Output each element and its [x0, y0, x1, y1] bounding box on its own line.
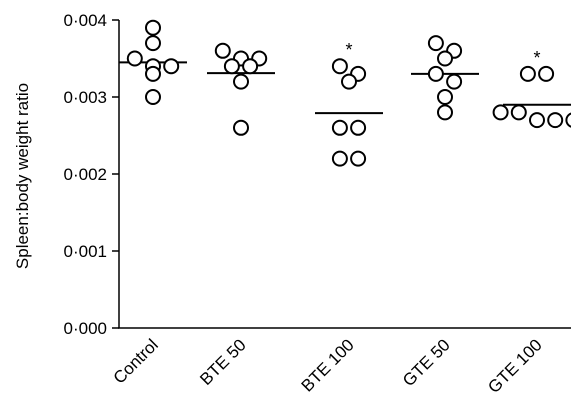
data-point: [331, 150, 348, 167]
data-group: *: [492, 48, 571, 129]
data-point: [519, 65, 536, 82]
x-axis: Control BTE 50 BTE 100 GTE 50 GTE 100: [110, 327, 571, 397]
data-point: [233, 119, 249, 136]
data-point: [350, 150, 367, 167]
data-point: [242, 58, 259, 75]
data-point: [331, 58, 348, 75]
data-point: [350, 119, 367, 136]
data-point: [331, 119, 348, 136]
data-point: [145, 65, 161, 82]
data-point: [446, 73, 463, 90]
y-tick-label: 0·004: [64, 11, 107, 30]
data-point: [427, 65, 444, 82]
data-point: [538, 65, 555, 82]
y-axis: 0·000 0·001 0·002 0·003 0·004: [64, 11, 120, 338]
data-point: [163, 58, 180, 75]
data-point: [510, 104, 527, 121]
significance-star: *: [345, 40, 352, 60]
data-group: *: [315, 40, 383, 167]
data-point: [565, 112, 571, 128]
data-point: [214, 42, 231, 59]
data-point: [427, 35, 444, 52]
x-tick-label: GTE 50: [399, 335, 454, 390]
x-tick-label: BTE 100: [298, 335, 358, 395]
data-point: [547, 112, 564, 129]
significance-star: *: [533, 48, 540, 68]
y-tick-label: 0·003: [64, 88, 107, 107]
y-tick-label: 0·001: [64, 242, 107, 261]
data-point: [529, 112, 545, 129]
data-point: [223, 58, 240, 75]
data-point: [437, 104, 453, 121]
x-tick-label: BTE 50: [196, 335, 250, 389]
data-point: [126, 50, 143, 67]
y-tick-label: 0·000: [64, 319, 107, 338]
data-group: [207, 42, 275, 136]
x-tick-label: GTE 100: [484, 335, 546, 397]
data-point: [437, 50, 453, 67]
data-point: [145, 89, 161, 105]
x-tick-label: Control: [110, 335, 162, 387]
data-point: [492, 104, 509, 121]
data-group: [119, 19, 187, 105]
data-point: [341, 73, 357, 90]
data-group: [411, 35, 479, 121]
data-point: [437, 89, 453, 105]
y-tick-label: 0·002: [64, 165, 107, 184]
data-point: [145, 19, 161, 36]
y-axis-title: Spleen:body weight ratio: [13, 83, 32, 269]
data-point: [233, 73, 249, 90]
data-point: [145, 35, 161, 52]
